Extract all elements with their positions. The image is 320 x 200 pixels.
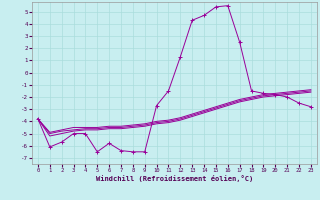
X-axis label: Windchill (Refroidissement éolien,°C): Windchill (Refroidissement éolien,°C) xyxy=(96,175,253,182)
